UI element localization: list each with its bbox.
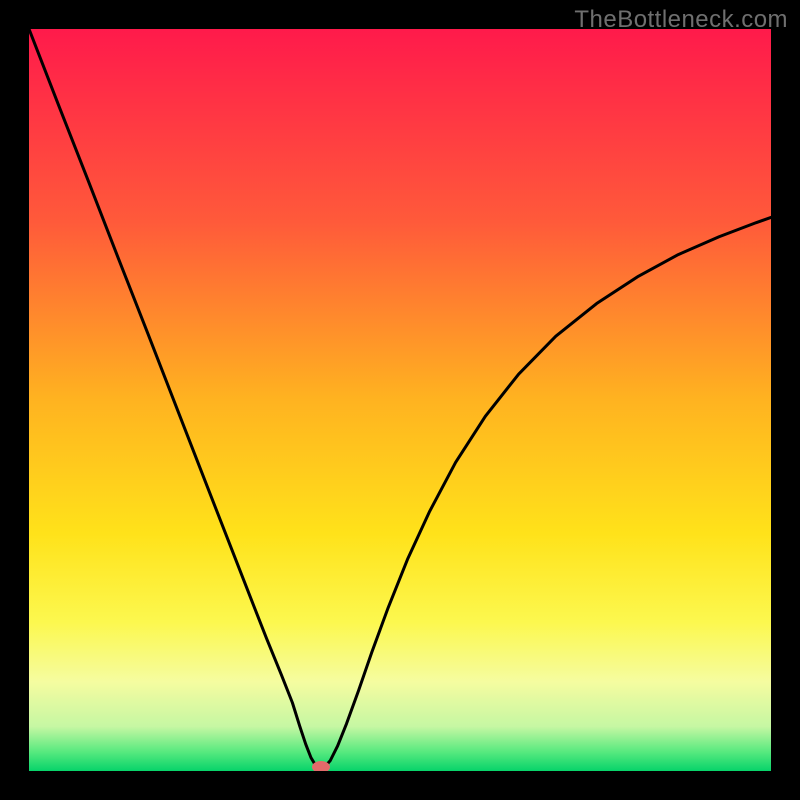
bottleneck-curve [29, 29, 771, 769]
watermark-text: TheBottleneck.com [574, 6, 788, 34]
chart-frame: TheBottleneck.com [0, 0, 800, 800]
minimum-marker [312, 761, 330, 771]
curve-svg [29, 29, 771, 771]
plot-area [29, 29, 771, 771]
